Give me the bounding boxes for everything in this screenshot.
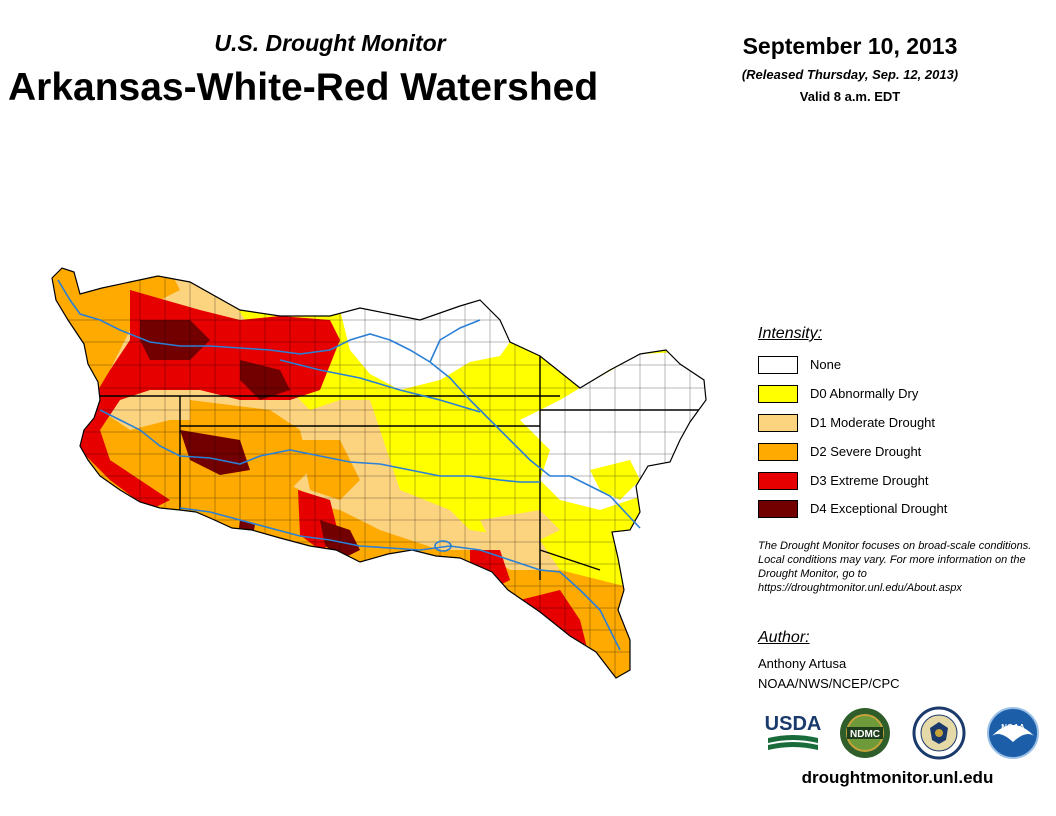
legend-item-d3: D3 Extreme Drought [758, 472, 998, 492]
legend-label: D0 Abnormally Dry [810, 386, 919, 401]
white-river-tributary [429, 319, 481, 363]
legend-label: D4 Exceptional Drought [810, 501, 948, 516]
legend-item-d2: D2 Severe Drought [758, 443, 998, 463]
map-title: Arkansas-White-Red Watershed [8, 66, 599, 109]
legend-item-d4: D4 Exceptional Drought [758, 500, 998, 520]
map-subtitle: U.S. Drought Monitor [214, 30, 446, 56]
legend-swatch [758, 385, 798, 403]
author-name: Anthony Artusa [758, 656, 847, 671]
rivers [57, 279, 641, 651]
none-region-north [340, 300, 510, 390]
footer-url[interactable]: droughtmonitor.unl.edu [801, 768, 994, 787]
release-date: (Released Thursday, Sep. 12, 2013) [741, 67, 959, 82]
legend-label: D1 Moderate Drought [810, 415, 936, 430]
doc-seal-logo [912, 706, 966, 760]
legend-item-d0: D0 Abnormally Dry [758, 385, 998, 405]
author-heading: Author: [758, 629, 810, 646]
legend-swatch [758, 414, 798, 432]
legend-label: None [810, 357, 842, 372]
legend-item-d1: D1 Moderate Drought [758, 414, 998, 434]
noaa-logo-text: NOAA [1001, 723, 1025, 732]
usda-logo-text: USDA [765, 713, 822, 735]
ndmc-logo: NDMC [840, 708, 890, 758]
legend-swatch [758, 500, 798, 518]
state-boundaries [52, 310, 706, 580]
d2-region-central [190, 400, 310, 490]
legend-swatch [758, 443, 798, 461]
disclaimer-note: The Drought Monitor focuses on broad-sca… [758, 540, 1032, 594]
ndmc-logo-text: NDMC [850, 729, 880, 740]
arkansas-river [57, 279, 641, 529]
legend-label: D2 Severe Drought [810, 444, 922, 459]
map-date: September 10, 2013 [742, 33, 958, 59]
drought-map [51, 267, 707, 679]
legend-item-none: None [758, 356, 998, 376]
legend-swatch [758, 356, 798, 374]
legend-title: Intensity: [758, 325, 823, 342]
valid-time: Valid 8 a.m. EDT [799, 89, 901, 104]
legend-label: D3 Extreme Drought [810, 473, 929, 488]
watershed-outline [51, 267, 707, 679]
d4-region-north [140, 320, 210, 360]
cimarron-river [99, 409, 540, 483]
noaa-logo: NOAA [987, 707, 1039, 759]
author-organization: NOAA/NWS/NCEP/CPC [758, 676, 900, 691]
legend-swatch [758, 472, 798, 490]
canadian-river [279, 359, 481, 413]
reservoir [434, 540, 452, 552]
usda-logo: USDA [765, 713, 822, 750]
